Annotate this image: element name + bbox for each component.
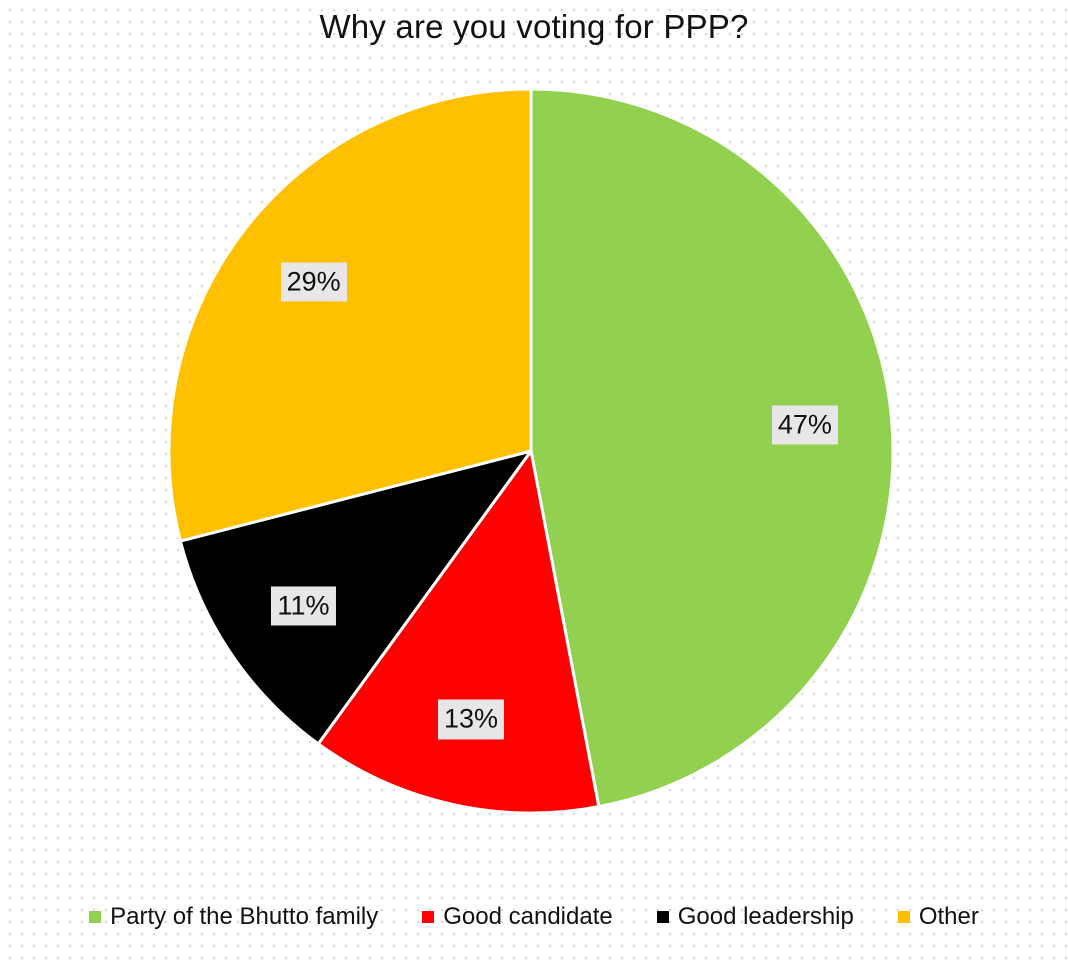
legend-item-other: Other: [897, 903, 979, 931]
data-label-party-of-the-bhutto-family: 47%: [771, 405, 838, 445]
data-label-good-candidate: 13%: [437, 699, 505, 740]
data-label-good-leadership: 11%: [271, 586, 336, 626]
legend-label: Good candidate: [443, 903, 613, 930]
legend-swatch: [422, 911, 435, 923]
data-label-other: 29%: [280, 262, 347, 302]
pie-slice-good-candidate: [316, 449, 601, 815]
legend-swatch: [656, 911, 669, 923]
chart-title: Why are you voting for PPP?: [319, 8, 749, 45]
legend-item-good-candidate: Good candidate: [422, 903, 613, 931]
legend-label: Party of the Bhutto family: [110, 903, 379, 930]
legend-label: Other: [918, 903, 979, 930]
legend-item-party-of-the-bhutto-family: Party of the Bhutto family: [89, 903, 378, 931]
legend-label: Good leadership: [677, 903, 854, 930]
pie-slice-party-of-the-bhutto-family: [529, 87, 895, 809]
pie-slice-good-leadership: [178, 449, 533, 746]
legend: Party of the Bhutto family Good candidate…: [0, 903, 1068, 931]
pie-slice-other: [167, 87, 533, 543]
legend-swatch: [89, 911, 102, 923]
legend-swatch: [897, 911, 910, 923]
legend-item-good-leadership: Good leadership: [656, 903, 854, 931]
